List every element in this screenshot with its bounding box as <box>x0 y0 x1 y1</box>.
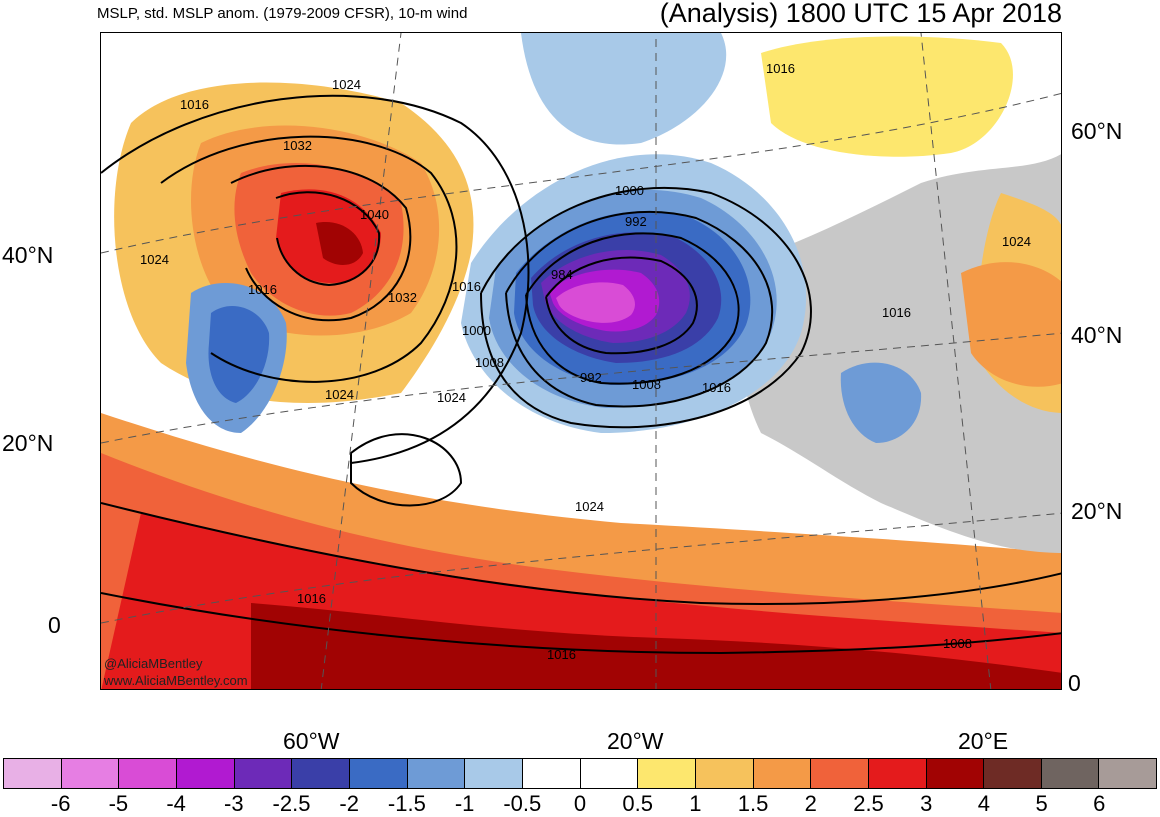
colorbar-label: -6 <box>50 791 71 816</box>
colorbar-box <box>1041 759 1100 788</box>
lat-label-right: 40°N <box>1071 322 1123 348</box>
isobar-label: 1008 <box>475 355 504 370</box>
colorbar-box <box>1099 759 1157 788</box>
isobar-label: 984 <box>551 267 573 282</box>
lon-label: 20°E <box>958 728 1009 754</box>
lat-label-left: 20°N <box>2 430 54 456</box>
colorbar-box <box>61 759 120 788</box>
isobar-label: 1016 <box>297 591 326 606</box>
colorbar-label: -0.5 <box>503 791 542 816</box>
isobar-label: 1000 <box>615 183 644 198</box>
colorbar-box <box>811 759 869 788</box>
isobar-label: 1016 <box>702 380 731 395</box>
isobar-label: 1008 <box>943 636 972 651</box>
colorbar-box <box>984 759 1042 788</box>
isobar-label: 992 <box>625 214 647 229</box>
colorbar-label: -1 <box>454 791 475 816</box>
isobar-label: 1016 <box>882 305 911 320</box>
colorbar-box <box>638 759 696 788</box>
isobar-label: 1008 <box>632 377 661 392</box>
weather-map <box>100 32 1062 690</box>
lat-label-right: 60°N <box>1071 118 1123 144</box>
credit-handle: @AliciaMBentley <box>104 656 203 671</box>
colorbar-box <box>522 759 581 788</box>
colorbar-label: 4 <box>977 791 991 816</box>
colorbar-box <box>176 759 235 788</box>
colorbar-box <box>753 759 812 788</box>
isobar-label: 1024 <box>140 252 169 267</box>
isobar-label: 1024 <box>437 390 466 405</box>
isobar-label: 1016 <box>248 282 277 297</box>
isobar-label: 1024 <box>575 499 604 514</box>
lat-label-left: 0 <box>48 612 61 638</box>
colorbar-label: 5 <box>1035 791 1048 816</box>
isobar-label: 1000 <box>462 323 491 338</box>
colorbar-label: 1 <box>689 791 702 816</box>
colorbar-label: 0.5 <box>622 791 653 816</box>
map-graphic <box>101 33 1061 689</box>
isobar-label: 1016 <box>766 61 795 76</box>
lon-label: 20°W <box>607 728 664 754</box>
lat-label-left: 40°N <box>2 242 54 268</box>
colorbar-box <box>465 759 523 788</box>
credit-url: www.AliciaMBentley.com <box>104 673 248 688</box>
colorbar-label: 6 <box>1093 791 1106 816</box>
colorbar-label: -2 <box>339 791 359 816</box>
isobar-label: 1016 <box>547 647 576 662</box>
isobar-label: 1024 <box>1002 234 1031 249</box>
colorbar-label: 1.5 <box>737 791 769 816</box>
colorbar-box <box>868 759 927 788</box>
colorbar-box <box>292 759 350 788</box>
lon-label: 60°W <box>283 728 340 754</box>
colorbar-box <box>926 759 985 788</box>
isobar-label: 1032 <box>283 138 312 153</box>
chart-subtitle: MSLP, std. MSLP anom. (1979-2009 CFSR), … <box>97 5 468 22</box>
colorbar-label: -3 <box>224 791 244 816</box>
colorbar-label: 3 <box>920 791 933 816</box>
colorbar-box <box>407 759 466 788</box>
colorbar-box <box>349 759 408 788</box>
isobar-label: 1032 <box>388 290 417 305</box>
colorbar-label: 2.5 <box>853 791 884 816</box>
colorbar-label: 2 <box>804 791 817 816</box>
chart-title: (Analysis) 1800 UTC 15 Apr 2018 <box>659 0 1062 28</box>
colorbar <box>3 758 1157 789</box>
colorbar-label: -1.5 <box>387 791 426 816</box>
isobar-label: 992 <box>580 370 602 385</box>
isobar-label: 1024 <box>332 77 361 92</box>
colorbar-box <box>234 759 293 788</box>
lat-label-right: 0 <box>1068 670 1081 696</box>
colorbar-label: -5 <box>108 791 129 816</box>
colorbar-box <box>580 759 639 788</box>
isobar-label: 1024 <box>325 387 354 402</box>
isobar-label: 1016 <box>180 97 209 112</box>
colorbar-box <box>119 759 177 788</box>
isobar-label: 1040 <box>360 207 389 222</box>
isobar-label: 1016 <box>452 279 481 294</box>
colorbar-box <box>695 759 754 788</box>
lat-label-right: 20°N <box>1071 498 1123 524</box>
colorbar-label: -2.5 <box>272 791 311 816</box>
colorbar-box <box>4 759 62 788</box>
colorbar-label: 0 <box>573 791 587 816</box>
colorbar-label: -4 <box>166 791 186 816</box>
